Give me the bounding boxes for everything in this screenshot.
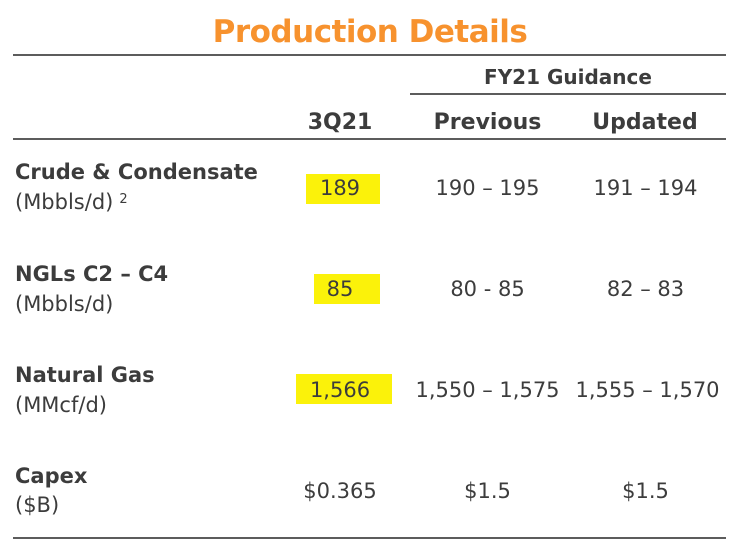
cell-previous: 80 - 85 bbox=[450, 277, 525, 301]
cell-updated: 82 – 83 bbox=[606, 277, 685, 301]
column-header-updated: Updated bbox=[592, 110, 698, 135]
unit-text: (Mbbls/d) bbox=[15, 292, 114, 316]
unit-text: (Mbbls/d) bbox=[15, 190, 114, 214]
fy21-guidance-header: FY21 Guidance bbox=[484, 65, 652, 89]
highlight-marker bbox=[314, 274, 380, 304]
cell-3q21: 85 bbox=[326, 277, 354, 301]
highlight-marker bbox=[296, 374, 392, 404]
column-header-3q21: 3Q21 bbox=[307, 110, 373, 135]
cell-previous: 190 – 195 bbox=[435, 176, 540, 200]
cell-updated: 1,555 – 1,570 bbox=[575, 378, 720, 402]
unit-text: ($B) bbox=[15, 493, 60, 517]
bottom-rule bbox=[13, 537, 726, 539]
row-label: NGLs C2 – C4 bbox=[15, 262, 169, 286]
guidance-rule bbox=[410, 93, 726, 95]
row-label: Natural Gas bbox=[15, 363, 155, 387]
row-unit: (MMcf/d) bbox=[15, 393, 107, 417]
cell-3q21: 189 bbox=[319, 176, 361, 200]
row-unit: (Mbbls/d) bbox=[15, 292, 113, 316]
column-header-previous: Previous bbox=[433, 110, 542, 135]
cell-3q21: $0.365 bbox=[303, 479, 377, 503]
top-rule bbox=[13, 54, 726, 56]
cell-updated: $1.5 bbox=[622, 479, 669, 503]
row-unit: (Mbbls/d) 2 bbox=[15, 190, 128, 214]
footnote-marker: 2 bbox=[119, 192, 128, 207]
row-label: Crude & Condensate bbox=[15, 160, 258, 184]
cell-updated: 191 – 194 bbox=[593, 176, 698, 200]
unit-text: (MMcf/d) bbox=[15, 393, 107, 417]
highlight-marker bbox=[306, 174, 380, 204]
cell-previous: $1.5 bbox=[464, 479, 511, 503]
page-title: Production Details bbox=[212, 14, 528, 50]
row-label: Capex bbox=[15, 464, 88, 488]
row-unit: ($B) bbox=[15, 493, 59, 517]
cell-3q21: 1,566 bbox=[309, 378, 371, 402]
cell-previous: 1,550 – 1,575 bbox=[415, 378, 560, 402]
header-rule bbox=[13, 138, 726, 140]
